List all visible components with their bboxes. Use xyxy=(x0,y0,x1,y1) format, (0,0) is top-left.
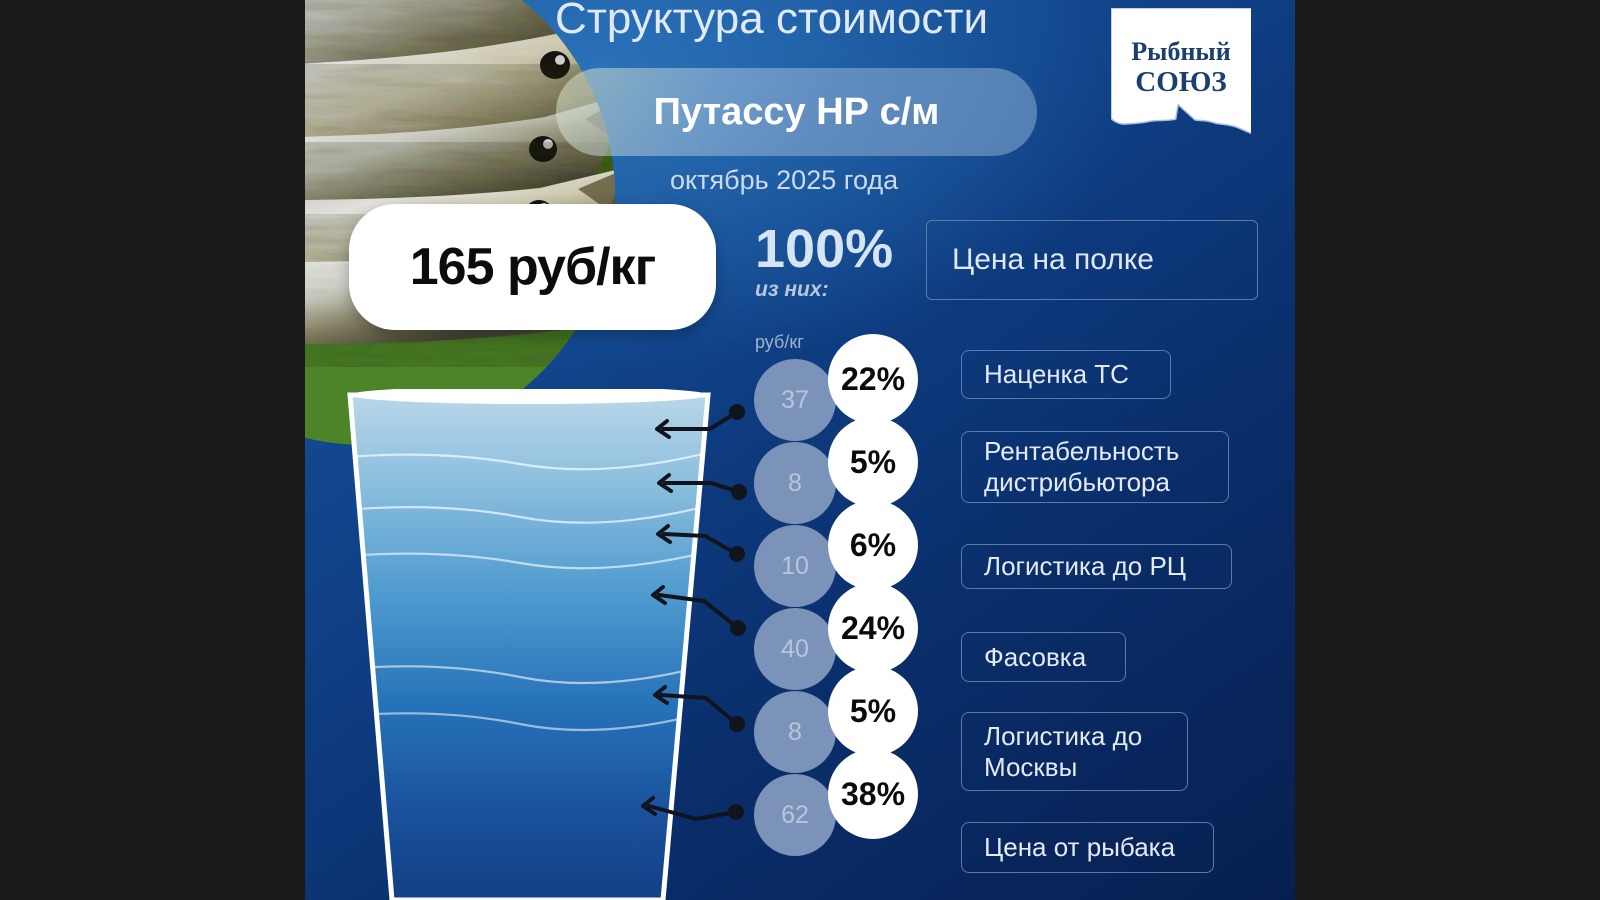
svg-text:СОЮЗ: СОЮЗ xyxy=(1135,66,1226,98)
svg-text:Рыбный: Рыбный xyxy=(1131,37,1230,66)
